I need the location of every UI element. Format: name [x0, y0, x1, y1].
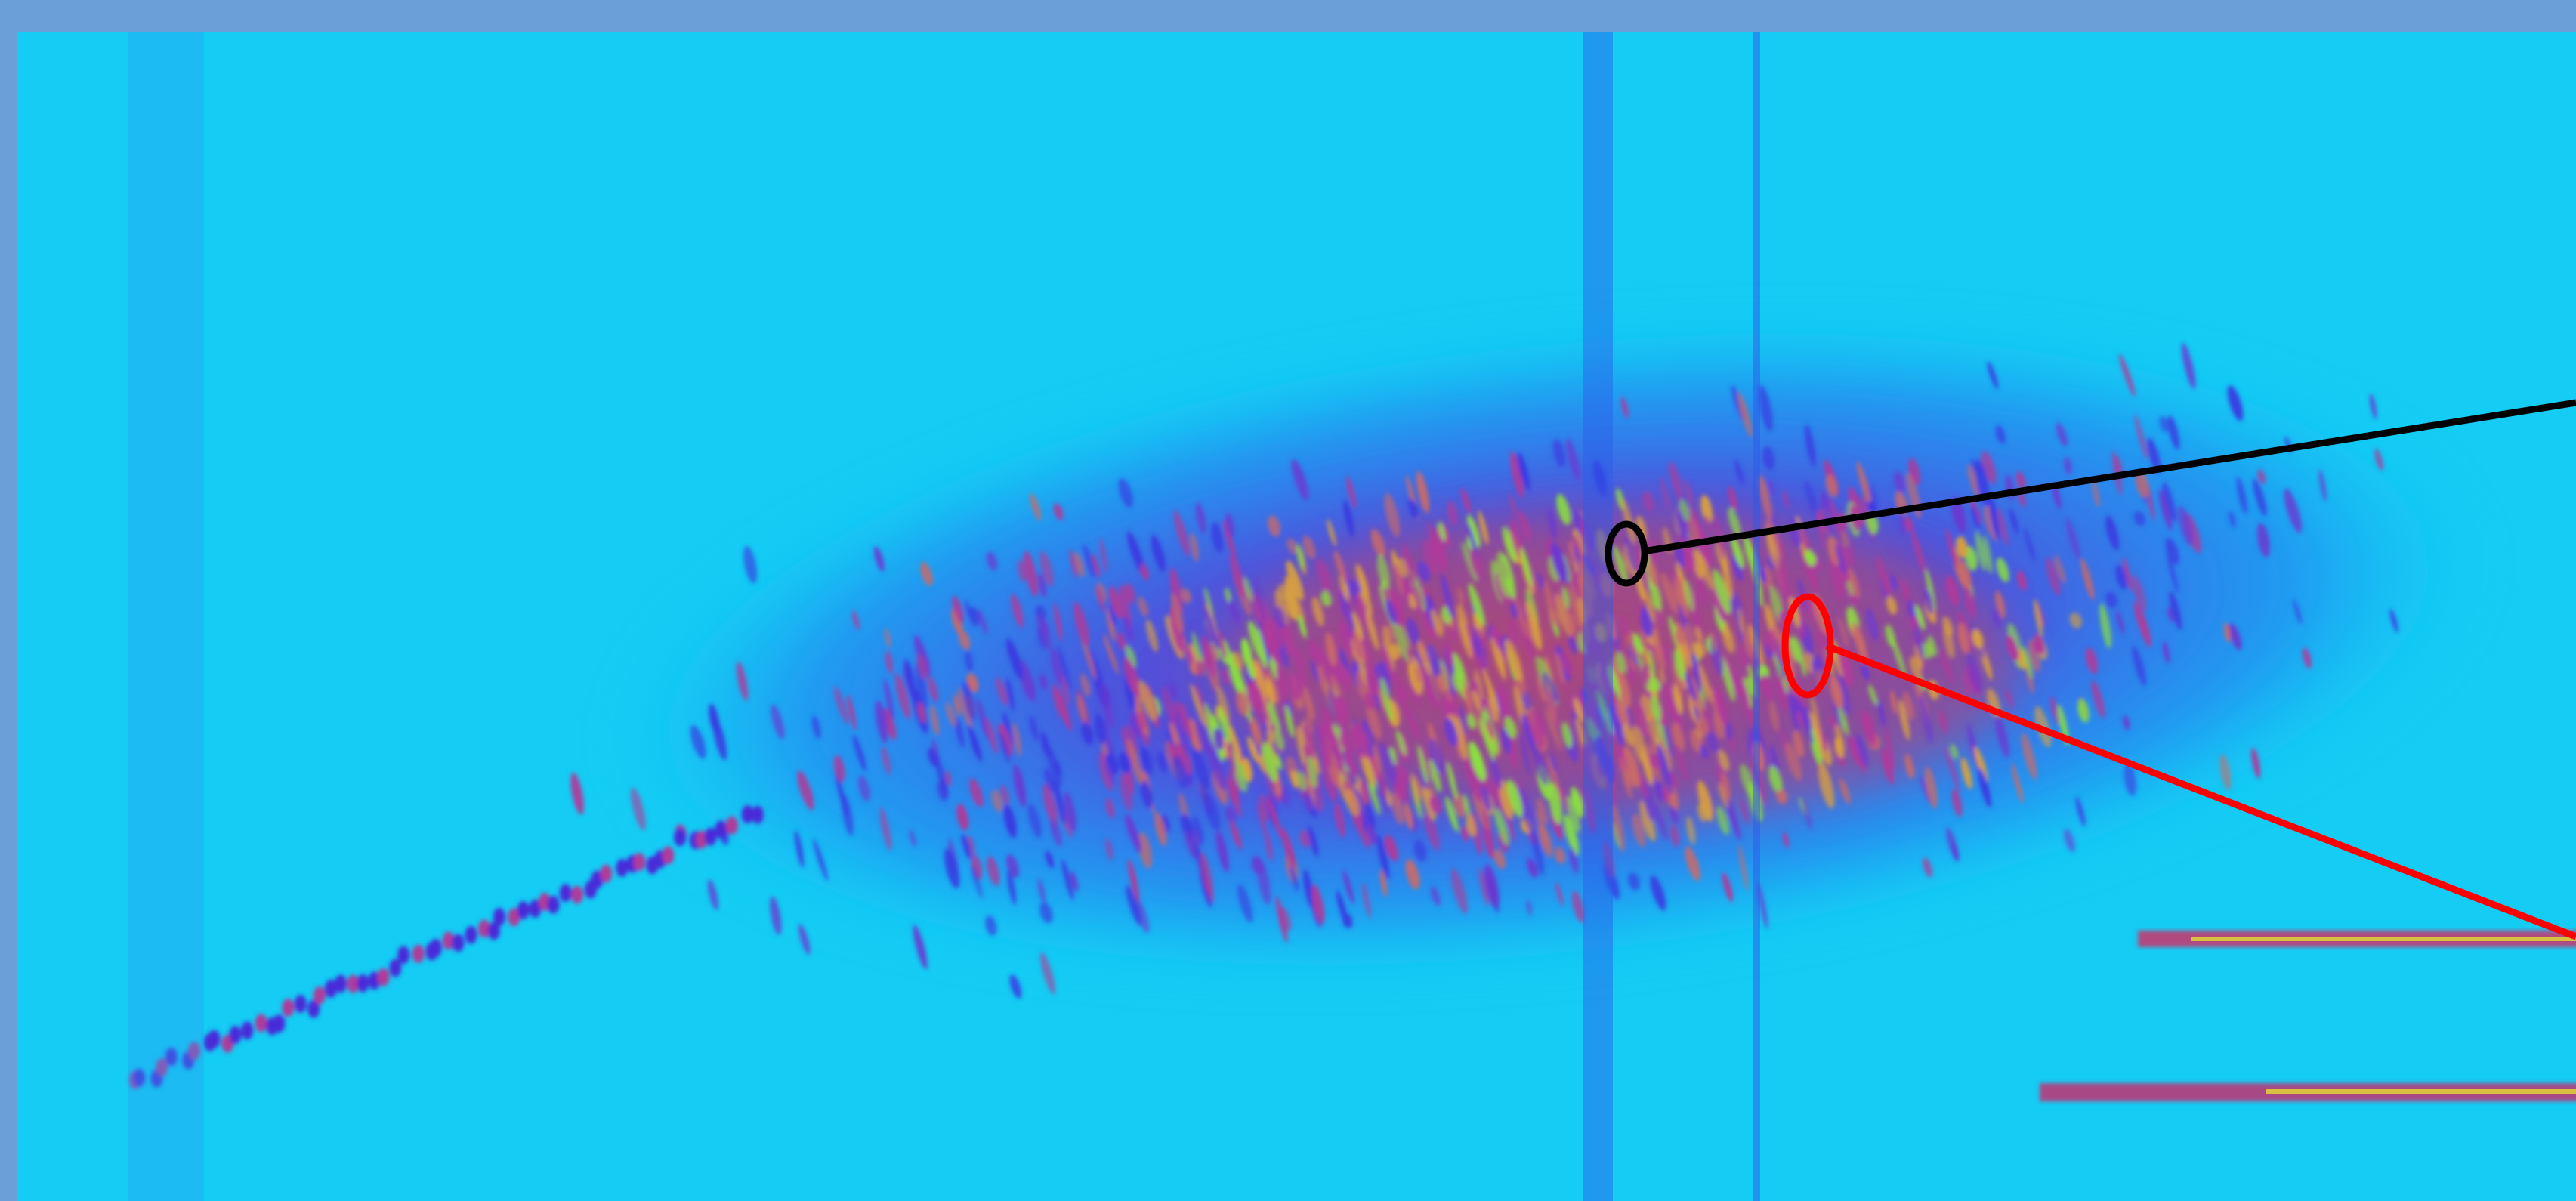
peak	[726, 817, 738, 835]
peak	[378, 968, 390, 986]
peak	[295, 995, 307, 1013]
peak	[397, 946, 409, 964]
peak	[662, 847, 674, 865]
peak	[357, 974, 369, 993]
peak	[616, 859, 628, 877]
peak	[560, 884, 572, 902]
peak	[282, 999, 294, 1017]
peak	[752, 806, 764, 824]
peak	[335, 974, 347, 993]
peak	[600, 865, 612, 883]
peak	[493, 908, 505, 926]
peak	[241, 1021, 253, 1039]
peak	[452, 934, 465, 952]
page: (() => { JSON.parse(document.getElementB…	[0, 0, 2576, 1201]
vertical-band	[1583, 32, 1613, 1201]
peak	[571, 886, 583, 904]
peak	[255, 1014, 267, 1032]
screenshot	[0, 0, 2576, 1201]
peak	[548, 896, 560, 914]
vertical-band	[128, 32, 204, 1201]
horizontal-band	[2266, 1089, 2576, 1094]
peak	[465, 926, 477, 944]
peak	[273, 1014, 285, 1033]
peak	[633, 853, 645, 871]
peak	[229, 1026, 241, 1044]
peak	[517, 901, 530, 919]
peak	[412, 945, 425, 963]
peak	[208, 1030, 220, 1048]
horizontal-band	[2191, 937, 2576, 941]
peak	[705, 828, 717, 846]
chromatogram-image	[17, 32, 2576, 1201]
peak	[674, 829, 686, 847]
peak	[430, 939, 442, 957]
vertical-band	[1753, 32, 1760, 1201]
peak	[715, 820, 727, 838]
peak	[314, 986, 326, 1005]
